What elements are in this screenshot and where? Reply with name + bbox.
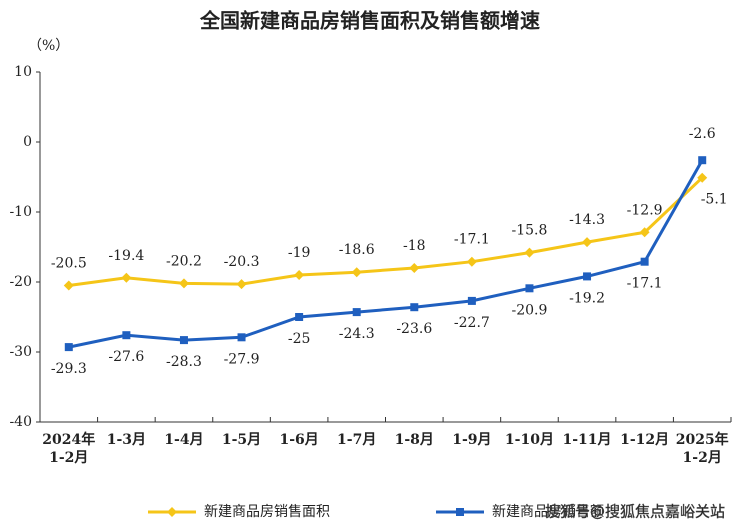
y-unit: （%）: [28, 38, 69, 54]
data-label: -20.3: [224, 254, 260, 270]
data-label: -27.6: [108, 349, 144, 365]
marker: [524, 247, 535, 258]
data-label: -25: [288, 331, 311, 347]
x-tick-label: 1-8月: [394, 432, 434, 448]
data-label: -14.3: [569, 212, 605, 228]
data-label: -2.6: [689, 126, 716, 142]
data-label: -27.9: [224, 351, 260, 367]
marker: [640, 257, 649, 266]
marker: [237, 333, 246, 342]
watermark: 搜狐号@搜狐焦点嘉峪关站: [545, 503, 725, 521]
x-tick-label: 1-9月: [452, 432, 492, 448]
marker: [236, 279, 247, 290]
data-label: -15.8: [512, 223, 548, 239]
data-label: -19.4: [108, 248, 144, 264]
chart-title: 全国新建商品房销售面积及销售额增速: [199, 9, 540, 33]
marker: [456, 508, 464, 516]
marker: [698, 156, 707, 165]
x-tick-label: 1-12月: [620, 432, 670, 448]
marker: [466, 256, 477, 267]
series-line: [68, 176, 704, 287]
legend-label: 新建商品房销售额: [492, 504, 604, 520]
data-label: -20.2: [166, 253, 202, 269]
data-label: -17.1: [627, 276, 663, 292]
marker: [295, 313, 304, 321]
marker: [351, 267, 362, 278]
data-label: -17.1: [454, 232, 490, 248]
x-tick-label: 1-7月: [337, 432, 377, 448]
x-tick-label: 2025年 1-2月: [675, 432, 729, 466]
marker: [179, 336, 188, 345]
x-tick-label: 1-11月: [562, 432, 612, 448]
data-label: -5.1: [701, 192, 728, 208]
marker: [467, 296, 476, 305]
data-label: -19.2: [569, 290, 605, 306]
data-label: -20.9: [512, 302, 548, 318]
y-tick-label: 10: [14, 64, 32, 80]
marker: [410, 303, 419, 312]
x-tick-label: 1-5月: [221, 432, 262, 448]
y-tick-label: -30: [9, 344, 32, 360]
y-tick-label: 0: [23, 134, 32, 150]
marker: [294, 270, 305, 280]
marker: [352, 308, 361, 317]
marker: [122, 331, 131, 340]
data-label: -24.3: [339, 326, 375, 342]
data-label: -20.5: [51, 256, 87, 272]
x-tick-label: 1-6月: [279, 432, 319, 448]
y-tick-label: -10: [9, 204, 32, 220]
x-tick-label: 1-3月: [106, 432, 147, 448]
data-label: -12.9: [627, 202, 663, 218]
series-line: [68, 159, 704, 349]
marker: [63, 280, 74, 291]
marker: [409, 263, 420, 273]
marker: [697, 172, 708, 183]
data-label: -29.3: [51, 361, 87, 377]
y-tick-label: -20: [9, 274, 32, 290]
data-label: -18: [403, 238, 426, 254]
legend-label: 新建商品房销售面积: [204, 504, 330, 520]
data-label: -19: [288, 245, 311, 261]
y-tick-label: -40: [9, 414, 32, 430]
x-tick-label: 1-4月: [164, 432, 204, 448]
data-label: -23.6: [396, 321, 432, 337]
marker: [64, 343, 73, 352]
marker: [167, 507, 177, 517]
data-label: -22.7: [454, 315, 490, 331]
x-tick-label: 1-10月: [504, 432, 554, 448]
x-tick-label: 2024年 1-2月: [42, 432, 96, 466]
marker: [583, 272, 592, 281]
data-label: -28.3: [166, 354, 202, 370]
marker: [639, 227, 650, 238]
marker: [582, 237, 593, 248]
marker: [121, 272, 132, 283]
marker: [525, 284, 534, 293]
marker: [178, 278, 189, 289]
data-label: -18.6: [339, 242, 375, 258]
